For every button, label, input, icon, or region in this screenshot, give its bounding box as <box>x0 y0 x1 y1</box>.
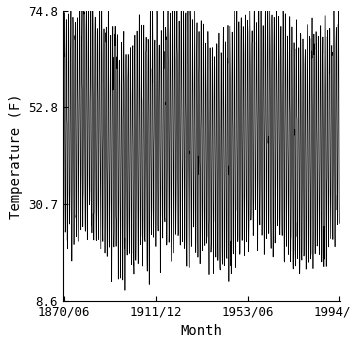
X-axis label: Month: Month <box>180 324 222 338</box>
Y-axis label: Temperature (F): Temperature (F) <box>9 93 23 218</box>
